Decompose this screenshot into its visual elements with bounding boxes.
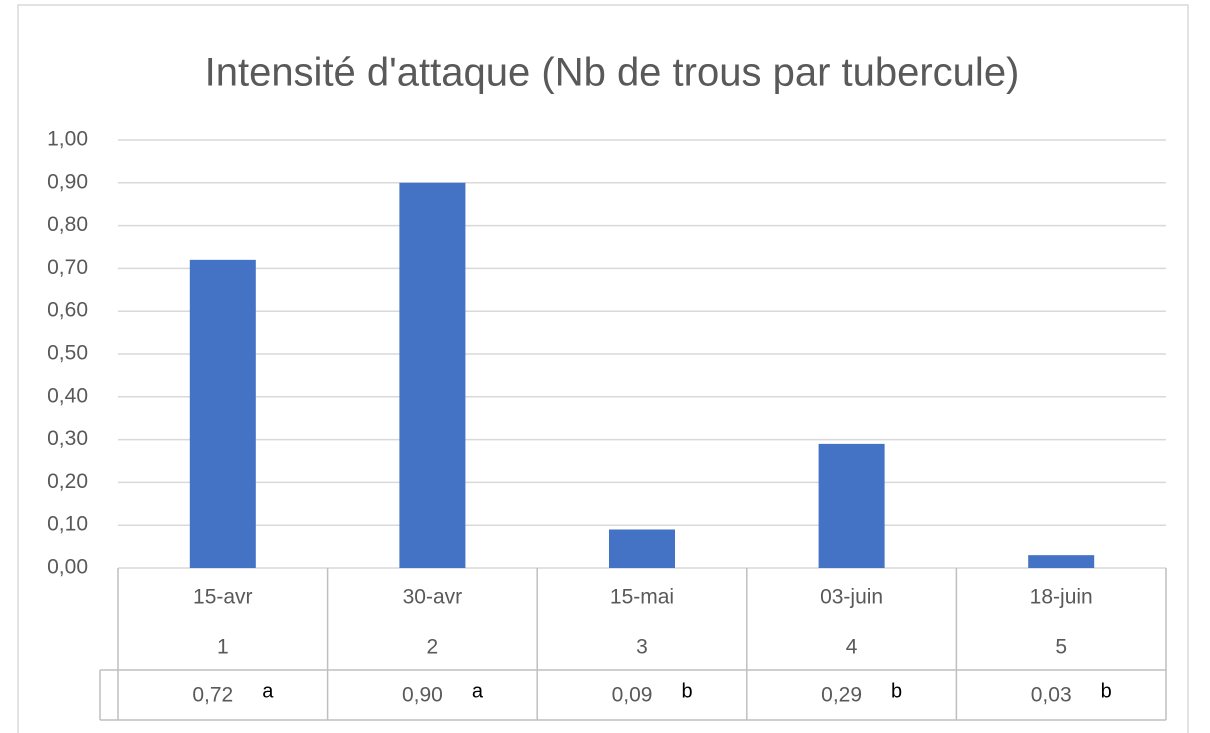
value-label: 0,09 <box>612 684 653 707</box>
x-tick-label: 30-avr <box>403 586 463 609</box>
y-tick-label: 0,60 <box>47 299 88 322</box>
x-subcategory-label: 2 <box>427 636 439 659</box>
y-tick-label: 0,90 <box>47 170 88 193</box>
x-subcategory-label: 5 <box>1055 636 1067 659</box>
bar <box>399 182 466 569</box>
value-label: 0,72 <box>192 684 233 707</box>
bar <box>609 529 675 568</box>
value-label: 0,03 <box>1031 684 1072 707</box>
x-tick-label: 03-juin <box>820 586 883 609</box>
significance-letter: a <box>262 680 274 702</box>
x-tick-label: 15-avr <box>193 586 253 609</box>
x-tick-label: 15-mai <box>610 586 674 609</box>
x-subcategory-label: 4 <box>846 636 858 659</box>
chart-title: Intensité d'attaque (Nb de trous par tub… <box>205 51 1020 95</box>
y-tick-label: 0,70 <box>47 256 88 279</box>
significance-letter: b <box>1101 680 1112 702</box>
y-tick-label: 0,50 <box>47 342 88 365</box>
x-subcategory-label: 3 <box>636 636 648 659</box>
x-subcategory-label: 1 <box>217 636 229 659</box>
y-tick-label: 1,00 <box>47 128 88 151</box>
y-tick-label: 0,40 <box>47 384 88 407</box>
y-tick-label: 0,80 <box>47 213 88 236</box>
value-label: 0,90 <box>402 684 443 707</box>
y-tick-label: 0,30 <box>47 427 88 450</box>
bar <box>1028 555 1095 568</box>
y-tick-label: 0,20 <box>47 470 88 493</box>
significance-letter: b <box>891 680 902 702</box>
significance-letter: a <box>472 680 484 702</box>
y-tick-label: 0,10 <box>47 513 88 536</box>
x-tick-label: 18-juin <box>1030 586 1093 609</box>
bar <box>189 259 256 568</box>
y-tick-label: 0,00 <box>47 556 88 579</box>
significance-letter: b <box>681 680 692 702</box>
bar <box>818 443 885 568</box>
value-label: 0,29 <box>821 684 862 707</box>
